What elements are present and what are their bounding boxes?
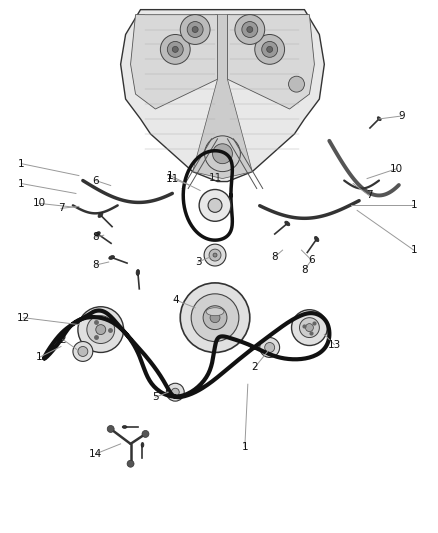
Text: 6: 6 <box>92 175 99 185</box>
Text: 1: 1 <box>410 200 417 211</box>
Text: 12: 12 <box>17 313 30 322</box>
Circle shape <box>289 76 304 92</box>
Ellipse shape <box>136 270 140 276</box>
Text: 1: 1 <box>18 179 25 189</box>
Circle shape <box>78 307 124 352</box>
Circle shape <box>212 144 233 164</box>
Ellipse shape <box>122 425 127 429</box>
Text: 1: 1 <box>18 159 25 168</box>
Circle shape <box>187 21 203 37</box>
Text: 11: 11 <box>208 173 222 183</box>
Circle shape <box>213 253 217 257</box>
Ellipse shape <box>109 255 114 260</box>
Ellipse shape <box>314 237 319 241</box>
Text: 14: 14 <box>89 449 102 459</box>
Circle shape <box>247 27 253 33</box>
Polygon shape <box>193 14 252 179</box>
Ellipse shape <box>377 117 381 120</box>
Ellipse shape <box>95 232 100 236</box>
Circle shape <box>180 14 210 44</box>
Circle shape <box>171 388 179 396</box>
Text: 2: 2 <box>60 335 66 344</box>
Text: 6: 6 <box>308 255 315 265</box>
Polygon shape <box>227 14 314 109</box>
Text: 3: 3 <box>195 257 201 267</box>
Circle shape <box>192 27 198 33</box>
Text: 11: 11 <box>166 174 179 183</box>
Ellipse shape <box>285 221 290 226</box>
Circle shape <box>167 42 183 58</box>
Circle shape <box>204 244 226 266</box>
Text: 8: 8 <box>301 265 308 275</box>
Polygon shape <box>131 14 218 109</box>
Circle shape <box>292 310 327 345</box>
Circle shape <box>180 283 250 352</box>
Ellipse shape <box>206 308 224 316</box>
Circle shape <box>199 190 231 221</box>
Text: 5: 5 <box>152 392 159 402</box>
Circle shape <box>305 324 314 332</box>
Circle shape <box>265 343 275 352</box>
Circle shape <box>262 42 278 58</box>
Circle shape <box>160 35 190 64</box>
Text: 1: 1 <box>36 352 42 362</box>
Circle shape <box>191 294 239 342</box>
Ellipse shape <box>98 213 103 217</box>
Circle shape <box>210 313 220 322</box>
Circle shape <box>127 461 134 467</box>
Circle shape <box>205 136 240 172</box>
Circle shape <box>242 21 258 37</box>
Text: 1: 1 <box>241 442 248 452</box>
Text: 4: 4 <box>172 295 179 305</box>
Circle shape <box>300 318 319 337</box>
Text: 2: 2 <box>251 362 258 373</box>
Circle shape <box>203 306 227 329</box>
Text: 7: 7 <box>366 190 372 200</box>
Circle shape <box>255 35 285 64</box>
Polygon shape <box>120 10 324 182</box>
Text: 8: 8 <box>92 260 99 270</box>
Text: 8: 8 <box>92 232 99 242</box>
Circle shape <box>208 198 222 212</box>
Text: 10: 10 <box>390 164 403 174</box>
Circle shape <box>166 383 184 401</box>
Circle shape <box>96 325 106 335</box>
Circle shape <box>78 346 88 357</box>
Circle shape <box>87 316 115 343</box>
Circle shape <box>142 431 149 438</box>
Text: 13: 13 <box>328 340 341 350</box>
Text: 9: 9 <box>399 111 405 121</box>
Ellipse shape <box>141 442 144 447</box>
Circle shape <box>107 425 114 432</box>
Circle shape <box>235 14 265 44</box>
Text: 7: 7 <box>58 204 64 213</box>
Circle shape <box>260 337 279 358</box>
Circle shape <box>73 342 93 361</box>
Text: 10: 10 <box>32 198 46 208</box>
Circle shape <box>172 46 178 52</box>
Circle shape <box>267 46 273 52</box>
Text: 1: 1 <box>167 171 173 181</box>
Text: 8: 8 <box>271 252 278 262</box>
Text: 1: 1 <box>410 245 417 255</box>
Circle shape <box>209 249 221 261</box>
